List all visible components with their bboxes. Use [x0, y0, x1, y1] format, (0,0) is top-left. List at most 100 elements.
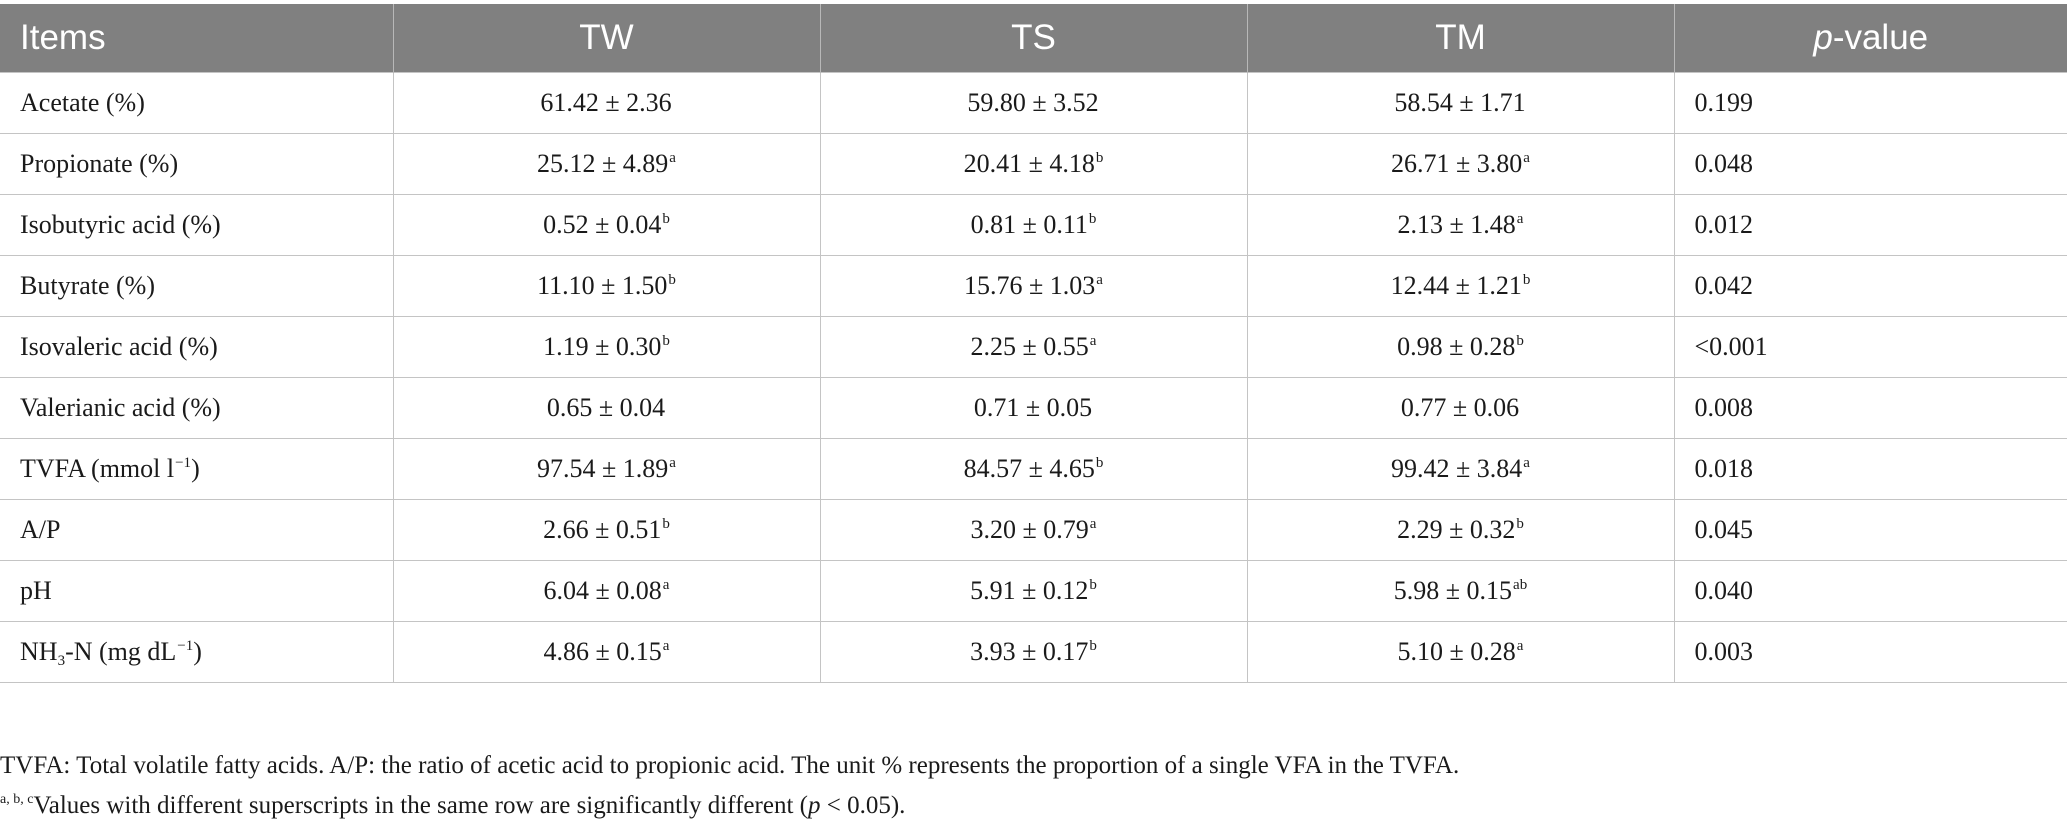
vfa-table: Items TW TS TM p-value Acetate (%) 61.42… [0, 4, 2067, 683]
cell-tw-value: 1.19 ± 0.30 [543, 332, 662, 361]
row-label-text: Butyrate (%) [20, 271, 156, 300]
cell-tm-value: 26.71 ± 3.80 [1391, 149, 1523, 178]
row-label-text: Isobutyric acid (%) [20, 210, 221, 239]
cell-tm: 5.10 ± 0.28a [1246, 621, 1675, 683]
cell-tw: 2.66 ± 0.51b [392, 499, 821, 561]
footnote-significance-text: Values with different superscripts in th… [33, 792, 808, 819]
cell-tw-sup: b [662, 333, 670, 349]
cell-tw-sup: a [662, 638, 670, 654]
cell-tm: 99.42 ± 3.84a [1246, 438, 1675, 500]
footnote-significance-end: < 0.05). [820, 792, 906, 819]
cell-tw-sup: b [662, 211, 670, 227]
cell-tm: 5.98 ± 0.15ab [1246, 560, 1675, 622]
header-tw: TW [393, 4, 821, 73]
row-label-text: Valerianic acid (%) [20, 393, 221, 422]
cell-ts: 5.91 ± 0.12b [819, 560, 1248, 622]
cell-tw: 0.52 ± 0.04b [392, 194, 821, 256]
cell-tw-value: 2.66 ± 0.51 [543, 515, 662, 544]
table-body: Acetate (%) 61.42 ± 2.36 59.80 ± 3.52 58… [0, 72, 2067, 683]
cell-ts-value: 5.91 ± 0.12 [970, 576, 1089, 605]
cell-ts-sup: a [1089, 516, 1097, 532]
cell-tm-value: 2.13 ± 1.48 [1397, 210, 1516, 239]
header-p-rest: -value [1832, 18, 1929, 57]
cell-p-value: <0.001 [1673, 316, 2067, 378]
cell-ts-value: 15.76 ± 1.03 [964, 271, 1096, 300]
cell-tw: 1.19 ± 0.30b [392, 316, 821, 378]
header-items: Items [0, 4, 394, 73]
cell-tm: 58.54 ± 1.71 [1246, 72, 1675, 134]
table-row: Isovaleric acid (%) 1.19 ± 0.30b 2.25 ± … [0, 316, 2067, 378]
cell-tw-sup: a [662, 577, 670, 593]
cell-ts-sup: b [1089, 577, 1097, 593]
footnote-p-italic: p [807, 792, 821, 819]
cell-tm: 12.44 ± 1.21b [1246, 255, 1675, 317]
row-label: Valerianic acid (%) [0, 377, 394, 439]
cell-p-value: 0.042 [1673, 255, 2067, 317]
footnote-superscripts: a, b, c [0, 792, 34, 807]
cell-tw-value: 0.52 ± 0.04 [543, 210, 662, 239]
footnote-significance: a, b, cValues with different superscript… [0, 792, 905, 820]
cell-tw: 97.54 ± 1.89a [392, 438, 821, 500]
row-label-sub: 3 [57, 653, 66, 669]
row-label-close: ) [191, 454, 200, 483]
cell-p-value: 0.003 [1673, 621, 2067, 683]
cell-tm-sup: b [1522, 272, 1531, 288]
cell-tw-value: 61.42 ± 2.36 [540, 88, 672, 117]
header-row: Items TW TS TM p-value [0, 4, 2067, 73]
cell-tw-sup: b [668, 272, 676, 288]
table-row: NH3-N (mg dL−1) 4.86 ± 0.15a 3.93 ± 0.17… [0, 621, 2067, 683]
cell-tm-value: 2.29 ± 0.32 [1397, 515, 1516, 544]
cell-ts-value: 0.71 ± 0.05 [973, 393, 1093, 422]
row-label: Butyrate (%) [0, 255, 394, 317]
cell-p-value-text: 0.048 [1694, 149, 1754, 178]
row-label: A/P [0, 499, 394, 561]
cell-tm-value: 58.54 ± 1.71 [1394, 88, 1526, 117]
cell-ts-sup: b [1089, 638, 1097, 654]
row-label-mid: -N (mg dL [65, 637, 177, 666]
row-label-text: Acetate (%) [20, 88, 145, 117]
header-p-italic: p [1813, 18, 1833, 57]
cell-tw: 61.42 ± 2.36 [392, 72, 821, 134]
cell-tm-value: 0.77 ± 0.06 [1400, 393, 1520, 422]
cell-tw: 4.86 ± 0.15a [392, 621, 821, 683]
header-ts: TS [820, 4, 1248, 73]
cell-ts: 15.76 ± 1.03a [819, 255, 1248, 317]
row-label: Isobutyric acid (%) [0, 194, 394, 256]
cell-p-value: 0.012 [1673, 194, 2067, 256]
cell-tw-value: 97.54 ± 1.89 [537, 454, 669, 483]
row-label: Propionate (%) [0, 133, 394, 195]
cell-ts-value: 20.41 ± 4.18 [963, 149, 1095, 178]
cell-tw: 25.12 ± 4.89a [392, 133, 821, 195]
cell-tm-value: 5.10 ± 0.28 [1397, 637, 1516, 666]
footnote-abbreviations: TVFA: Total volatile fatty acids. A/P: t… [0, 752, 1460, 779]
cell-tw-sup: b [662, 516, 670, 532]
data-table-container: Items TW TS TM p-value Acetate (%) 61.42… [0, 4, 2067, 683]
cell-p-value-text: 0.018 [1694, 454, 1754, 483]
row-label-text: TVFA (mmol l [20, 454, 175, 483]
cell-tm-value: 0.98 ± 0.28 [1397, 332, 1516, 361]
cell-p-value-text: 0.003 [1694, 637, 1754, 666]
row-label-text: Propionate (%) [20, 149, 179, 178]
cell-tm: 0.98 ± 0.28b [1246, 316, 1675, 378]
cell-tw-value: 25.12 ± 4.89 [537, 149, 669, 178]
cell-p-value: 0.045 [1673, 499, 2067, 561]
cell-tw-value: 11.10 ± 1.50 [537, 271, 668, 300]
table-row: pH 6.04 ± 0.08a 5.91 ± 0.12b 5.98 ± 0.15… [0, 560, 2067, 622]
row-label: pH [0, 560, 394, 622]
cell-ts: 84.57 ± 4.65b [819, 438, 1248, 500]
cell-tw: 0.65 ± 0.04 [392, 377, 821, 439]
table-row: TVFA (mmol l−1) 97.54 ± 1.89a 84.57 ± 4.… [0, 438, 2067, 500]
cell-ts-sup: b [1088, 211, 1097, 227]
row-label-close: ) [193, 637, 202, 666]
cell-ts-value: 59.80 ± 3.52 [967, 88, 1099, 117]
cell-ts: 59.80 ± 3.52 [819, 72, 1248, 134]
cell-ts: 0.81 ± 0.11b [819, 194, 1248, 256]
cell-ts: 20.41 ± 4.18b [819, 133, 1248, 195]
cell-tm-value: 12.44 ± 1.21 [1390, 271, 1522, 300]
cell-p-value-text: 0.012 [1694, 210, 1754, 239]
cell-tm: 2.29 ± 0.32b [1246, 499, 1675, 561]
table-row: A/P 2.66 ± 0.51b 3.20 ± 0.79a 2.29 ± 0.3… [0, 499, 2067, 561]
cell-tw-sup: a [669, 150, 676, 166]
cell-tw-value: 4.86 ± 0.15 [543, 637, 662, 666]
cell-tm: 0.77 ± 0.06 [1246, 377, 1675, 439]
